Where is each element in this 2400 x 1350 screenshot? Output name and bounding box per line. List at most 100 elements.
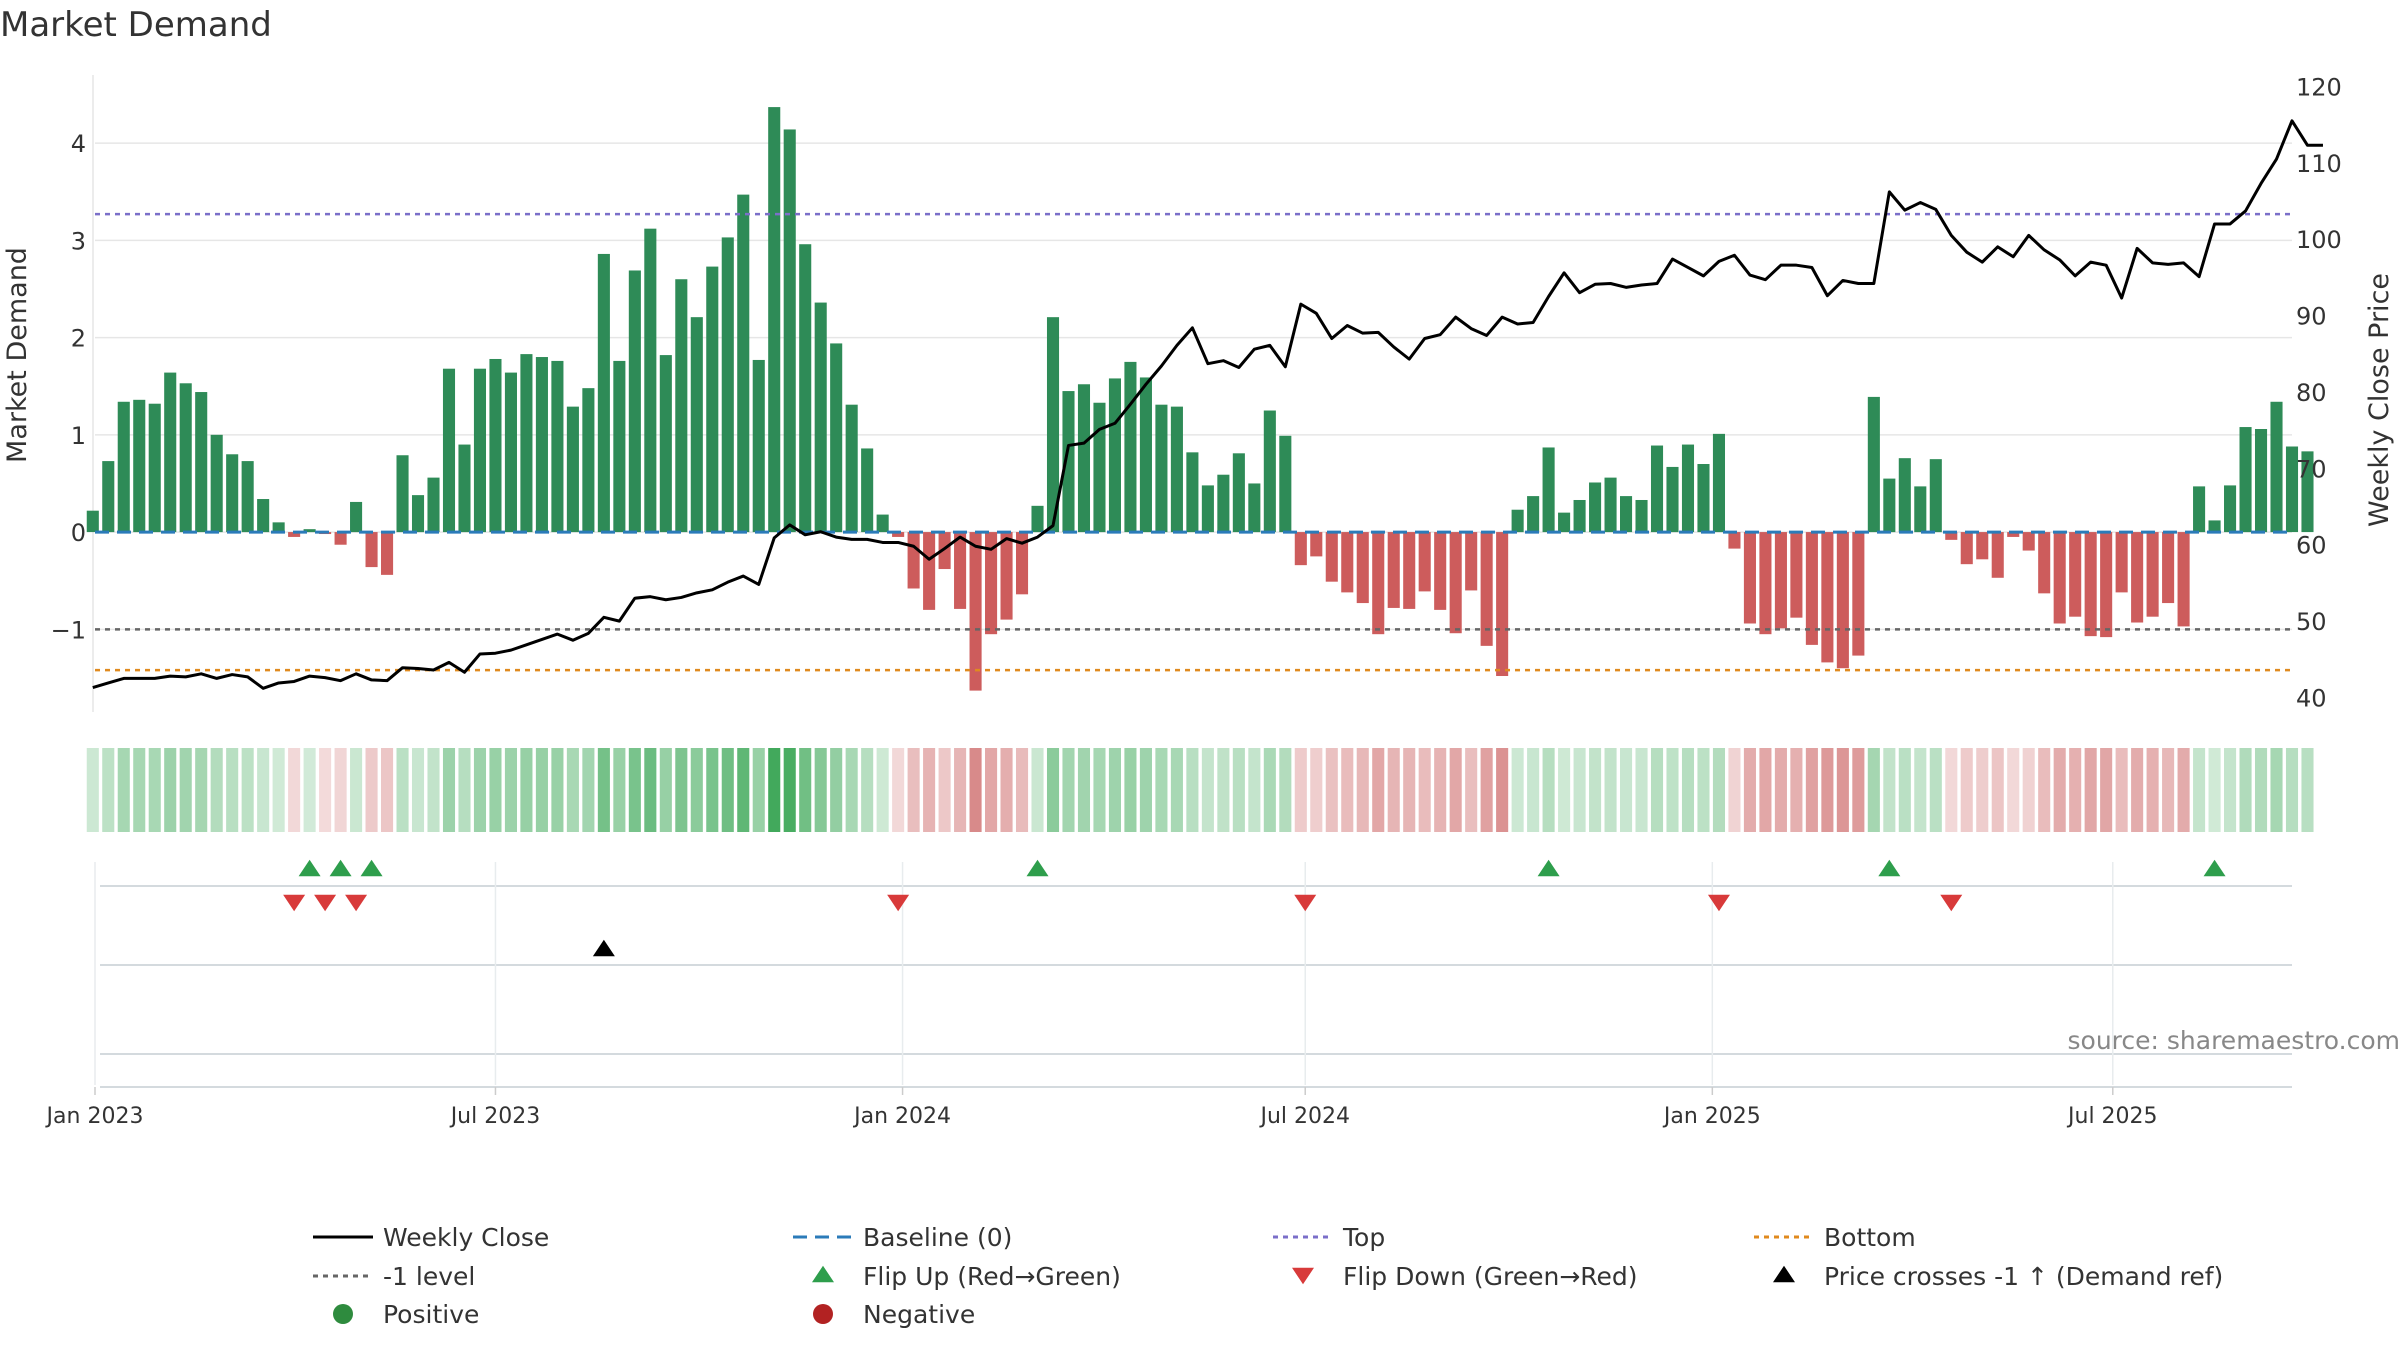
demand-bar-positive <box>427 477 440 533</box>
strip-cell <box>86 748 99 832</box>
legend-label: Negative <box>863 1300 975 1329</box>
demand-bar-positive <box>1898 458 1911 533</box>
left-axis-label: Market Demand <box>2 247 33 463</box>
strip-cell <box>1867 748 1880 832</box>
legend-item: Top <box>1273 1223 1385 1252</box>
legend-label: Flip Up (Red→Green) <box>863 1262 1121 1291</box>
strip-cell <box>1836 748 1849 832</box>
demand-bar-negative <box>969 532 982 691</box>
demand-bar-positive <box>1527 496 1540 533</box>
demand-bar-negative <box>954 532 967 609</box>
legend-label: Top <box>1342 1223 1385 1252</box>
strip-cell <box>1186 748 1199 832</box>
legend-item: -1 level <box>313 1262 475 1291</box>
demand-bar-negative <box>1015 532 1029 595</box>
x-tick-label: Jan 2025 <box>1662 1104 1761 1129</box>
x-axis-ticks: Jan 2023 Jul 2023 Jan 2024 Jul 2024 Jan 2025… <box>45 1087 2158 1129</box>
demand-bar-positive <box>2301 451 2314 533</box>
demand-bar-negative <box>1774 532 1787 629</box>
flip-up-marker <box>2203 859 2226 877</box>
demand-bar-positive <box>117 401 130 533</box>
demand-bar-positive <box>1620 496 1633 533</box>
strip-cell <box>241 748 254 832</box>
demand-bar-positive <box>799 244 812 533</box>
strip-cell <box>1232 748 1245 832</box>
strip-cell <box>2069 748 2082 832</box>
demand-bar-positive <box>876 514 889 533</box>
strip-cell <box>1883 748 1896 832</box>
x-tick-label: Jul 2024 <box>1258 1104 1350 1129</box>
x-tick-label: Jan 2024 <box>852 1104 951 1129</box>
demand-bar-negative <box>892 532 905 537</box>
demand-bar-negative <box>334 532 347 545</box>
strip-cell <box>566 748 579 832</box>
demand-bar-positive <box>1650 445 1664 533</box>
flip-up-marker <box>298 859 321 877</box>
strip-cell <box>1728 748 1741 832</box>
strip-cell <box>504 748 517 832</box>
strip-cell <box>1124 748 1137 832</box>
strip-cell <box>1527 748 1540 832</box>
strip-cell <box>2115 748 2128 832</box>
strip-cell <box>458 748 471 832</box>
legend-triangle-up-swatch <box>812 1265 834 1283</box>
demand-bar-negative <box>2162 532 2175 604</box>
left-axis-ticks: −1 0 1 2 3 4 <box>51 130 86 644</box>
demand-bar-negative <box>2100 532 2113 638</box>
demand-bar-negative <box>288 532 301 537</box>
demand-bar-positive <box>102 461 115 533</box>
demand-bar-positive <box>721 237 734 533</box>
demand-bar-negative <box>1759 532 1772 635</box>
flip-up-marker <box>360 859 383 877</box>
strip-cell <box>892 748 905 832</box>
demand-bar-negative <box>1418 532 1431 592</box>
strip-cell <box>799 748 812 832</box>
strip-cell <box>1620 748 1633 832</box>
legend-label: Bottom <box>1824 1223 1916 1252</box>
strip-cell <box>1929 748 1942 832</box>
demand-bar-positive <box>1883 478 1896 533</box>
demand-bar-negative <box>1945 532 1958 540</box>
legend-item: Negative <box>813 1300 975 1329</box>
legend-item: Price crosses -1 ↑ (Demand ref) <box>1773 1262 2223 1291</box>
demand-bars <box>86 107 2314 691</box>
strip-cell <box>1650 748 1664 832</box>
strip-cell <box>1139 748 1152 832</box>
demand-bar-positive <box>1867 396 1880 533</box>
strip-cell <box>551 748 564 832</box>
demand-bar-positive <box>133 399 146 533</box>
strip-cell <box>1031 748 1044 832</box>
strip-cell <box>1774 748 1787 832</box>
strip-cell <box>938 748 951 832</box>
demand-bar-positive <box>2224 485 2237 533</box>
demand-bar-negative <box>1325 532 1338 582</box>
strip-cell <box>1108 748 1121 832</box>
strip-cell <box>2162 748 2175 832</box>
demand-bar-negative <box>365 532 378 568</box>
right-tick-label: 80 <box>2296 379 2327 407</box>
main-grid <box>92 75 2292 712</box>
strip-cell <box>1635 748 1648 832</box>
demand-bar-positive <box>628 270 641 533</box>
strip-cell <box>2285 748 2299 832</box>
flip-up-marker <box>1026 859 1049 877</box>
demand-bar-positive <box>2193 486 2206 533</box>
strip-cell <box>2208 748 2221 832</box>
demand-bar-negative <box>2115 532 2128 593</box>
left-tick-label: 0 <box>71 519 86 547</box>
strip-cell <box>1465 748 1478 832</box>
demand-bar-positive <box>675 279 688 533</box>
demand-bar-positive <box>1062 391 1075 533</box>
demand-bar-negative <box>923 532 936 610</box>
demand-bar-positive <box>2270 401 2283 533</box>
strip-cell <box>1821 748 1834 832</box>
left-tick-label: −1 <box>51 616 86 644</box>
strip-cell <box>768 748 781 832</box>
strip-cell <box>1697 748 1710 832</box>
strip-cell <box>257 748 270 832</box>
strip-cell <box>1403 748 1416 832</box>
strip-cell <box>2177 748 2190 832</box>
legend: Weekly Close Baseline (0) Top Bottom -1 leve… <box>313 1223 2223 1329</box>
strip-cell <box>396 748 409 832</box>
demand-bar-positive <box>1217 474 1230 533</box>
